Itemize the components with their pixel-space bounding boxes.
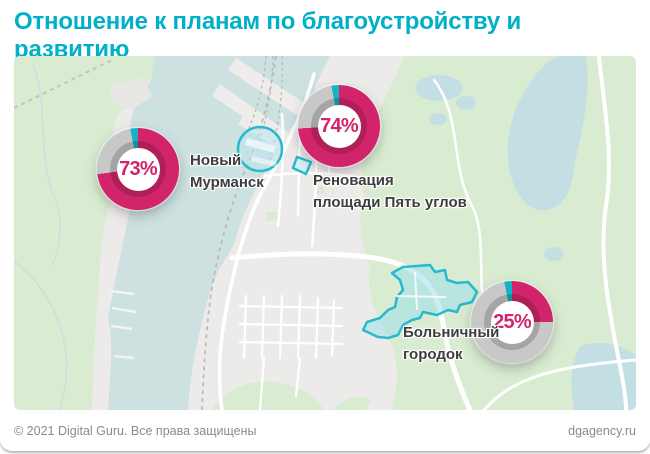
map-streams: [14, 61, 68, 410]
footer-copyright: © 2021 Digital Guru. Все права защищены: [14, 424, 257, 438]
map-greenery-west: [14, 56, 157, 410]
donut-value-novy-murmansk: 73%: [119, 157, 157, 180]
map-west-piers: [109, 289, 137, 360]
highlight-bolnichny-gorodok-polygon: [361, 263, 479, 340]
donut-hole: 74%: [317, 104, 361, 148]
map-label-bolnichny-gorodok: Больничный городок: [403, 324, 500, 363]
donut-value-pyat-uglov: 74%: [320, 114, 358, 137]
donut-chart-bolnichny-gorodok: 25%: [471, 281, 553, 363]
donut-hole: 25%: [490, 300, 534, 344]
highlight-novy-murmansk-circle: [236, 125, 284, 173]
map-label-pyat-uglov: Реновация площади Пять углов: [313, 172, 467, 211]
page-title: Отношение к планам по благоустройству и …: [14, 8, 522, 63]
highlight-pyat-uglov-square: [291, 155, 313, 176]
donut-value-bolnichny-gorodok: 25%: [493, 310, 531, 333]
donut-chart-novy-murmansk: 73%: [97, 128, 179, 210]
footer-website: dgagency.ru: [568, 424, 636, 438]
map-greenery-south: [212, 381, 323, 410]
map-label-novy-murmansk: Новый Мурманск: [190, 152, 264, 191]
footer: © 2021 Digital Guru. Все права защищены …: [14, 419, 636, 443]
donut-chart-pyat-uglov: 74%: [298, 85, 380, 167]
donut-hole: 73%: [116, 147, 160, 191]
map-dock-island: [110, 78, 152, 110]
